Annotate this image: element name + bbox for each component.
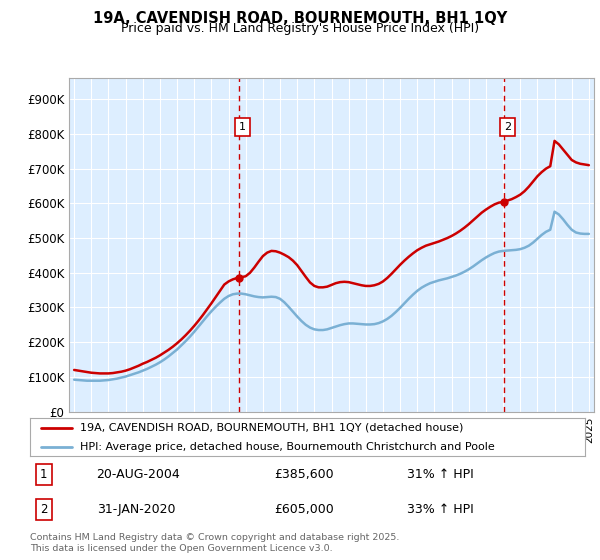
Text: 20-AUG-2004: 20-AUG-2004 (97, 468, 181, 481)
Text: 19A, CAVENDISH ROAD, BOURNEMOUTH, BH1 1QY: 19A, CAVENDISH ROAD, BOURNEMOUTH, BH1 1Q… (93, 11, 507, 26)
Text: 31% ↑ HPI: 31% ↑ HPI (407, 468, 474, 481)
Text: 1: 1 (239, 122, 246, 132)
Text: 1: 1 (40, 468, 47, 481)
Text: £385,600: £385,600 (274, 468, 334, 481)
Text: 2: 2 (505, 122, 511, 132)
Text: 2: 2 (40, 503, 47, 516)
Text: 31-JAN-2020: 31-JAN-2020 (97, 503, 175, 516)
Text: HPI: Average price, detached house, Bournemouth Christchurch and Poole: HPI: Average price, detached house, Bour… (80, 442, 494, 452)
Text: £605,000: £605,000 (274, 503, 334, 516)
Text: Price paid vs. HM Land Registry's House Price Index (HPI): Price paid vs. HM Land Registry's House … (121, 22, 479, 35)
Text: 19A, CAVENDISH ROAD, BOURNEMOUTH, BH1 1QY (detached house): 19A, CAVENDISH ROAD, BOURNEMOUTH, BH1 1Q… (80, 423, 463, 433)
Text: Contains HM Land Registry data © Crown copyright and database right 2025.
This d: Contains HM Land Registry data © Crown c… (30, 533, 400, 553)
Text: 33% ↑ HPI: 33% ↑ HPI (407, 503, 474, 516)
